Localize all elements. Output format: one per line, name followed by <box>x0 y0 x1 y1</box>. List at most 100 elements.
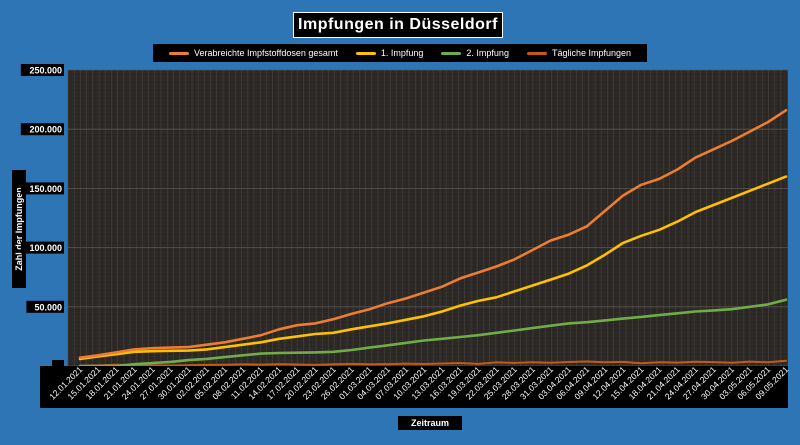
data-point <box>314 364 317 366</box>
data-point <box>242 354 244 357</box>
data-point <box>730 140 733 142</box>
x-tick-label: 04.03.2021 <box>355 364 392 401</box>
x-tick-label: 21.01.2021 <box>102 364 139 401</box>
data-point <box>97 355 99 358</box>
data-point <box>640 234 642 237</box>
data-point <box>676 312 679 315</box>
data-point <box>423 339 425 342</box>
data-point <box>748 360 751 363</box>
x-tick-label: 05.02.2021 <box>192 364 229 401</box>
series-line-0 <box>78 109 788 360</box>
data-point <box>549 239 552 242</box>
data-point <box>386 302 389 305</box>
data-point <box>785 359 787 362</box>
data-point <box>604 210 606 212</box>
data-point <box>730 197 733 199</box>
x-tick-label: 20.02.2021 <box>283 364 320 401</box>
data-point <box>531 249 534 251</box>
data-point <box>133 363 136 366</box>
data-point <box>133 364 136 366</box>
data-point <box>423 315 425 318</box>
data-point <box>115 351 118 354</box>
data-point <box>260 334 262 337</box>
data-point <box>640 362 642 364</box>
series-line-2 <box>78 298 788 368</box>
x-tick-label: 15.01.2021 <box>65 364 102 401</box>
data-point <box>368 325 371 328</box>
data-point <box>459 304 461 307</box>
data-point <box>350 363 353 365</box>
legend-swatch-first-dose <box>355 51 376 55</box>
data-point <box>658 361 661 364</box>
data-point <box>477 300 480 302</box>
data-point <box>640 316 642 318</box>
data-point <box>513 329 516 332</box>
chart-legend: Verabreichte Impfstoffdosen gesamt 1. Im… <box>153 44 647 62</box>
data-point <box>314 351 317 354</box>
data-point <box>386 363 389 365</box>
data-point <box>712 309 715 312</box>
legend-item-total: Verabreichte Impfstoffdosen gesamt <box>168 48 338 58</box>
data-point <box>567 322 570 325</box>
data-point <box>586 360 588 363</box>
data-point <box>567 233 570 236</box>
data-point <box>278 328 280 331</box>
x-tick-label: 13.03.2021 <box>409 364 446 401</box>
data-point <box>169 350 172 352</box>
data-point <box>604 319 606 322</box>
data-point <box>115 364 118 366</box>
data-point <box>332 318 335 321</box>
data-point <box>242 337 244 340</box>
data-point <box>296 363 299 366</box>
data-point <box>260 341 262 344</box>
data-point <box>205 343 208 346</box>
legend-label-total: Verabreichte Impfstoffdosen gesamt <box>193 48 338 58</box>
data-point <box>767 361 769 364</box>
data-point <box>242 363 244 366</box>
x-axis-band <box>40 366 788 408</box>
legend-label-second-dose: 2. Impfung <box>466 48 509 58</box>
data-point <box>441 362 443 365</box>
y-tick-label: 150.000 <box>29 184 62 194</box>
data-point <box>260 352 262 355</box>
data-point <box>79 365 81 367</box>
data-point <box>459 336 461 338</box>
x-tick-label: 11.02.2021 <box>229 364 266 401</box>
data-point <box>187 359 190 361</box>
data-point <box>785 109 787 112</box>
y-tick-label-bg <box>52 360 64 372</box>
x-tick-label: 16.03.2021 <box>427 364 464 401</box>
y-tick-label-bg <box>26 300 64 313</box>
y-tick-label-bg <box>20 241 64 254</box>
x-tick-label: 10.03.2021 <box>391 364 428 401</box>
data-point <box>405 362 407 365</box>
data-point <box>278 337 280 340</box>
data-point <box>296 324 299 326</box>
data-point <box>79 356 81 359</box>
data-point <box>405 319 407 321</box>
data-point <box>350 349 353 351</box>
data-point <box>622 317 624 320</box>
data-point <box>676 220 679 223</box>
x-tick-label: 01.03.2021 <box>337 364 374 401</box>
x-tick-label: 24.04.2021 <box>663 364 700 401</box>
data-point <box>79 358 81 360</box>
legend-item-second-dose: 2. Impfung <box>441 48 509 58</box>
data-point <box>205 358 208 360</box>
data-point <box>115 353 118 355</box>
data-point <box>622 194 624 197</box>
y-tick-label: 50.000 <box>34 302 62 312</box>
data-point <box>332 332 335 334</box>
data-point <box>314 322 317 325</box>
data-point <box>531 284 534 287</box>
data-point <box>386 322 389 325</box>
x-tick-label: 09.04.2021 <box>572 364 609 401</box>
data-point <box>658 178 661 180</box>
x-tick-label: 31.03.2021 <box>518 364 555 401</box>
data-point <box>567 272 570 275</box>
x-tick-label: 06.05.2021 <box>735 364 772 401</box>
legend-swatch-second-dose <box>441 51 462 55</box>
data-point <box>604 253 606 256</box>
